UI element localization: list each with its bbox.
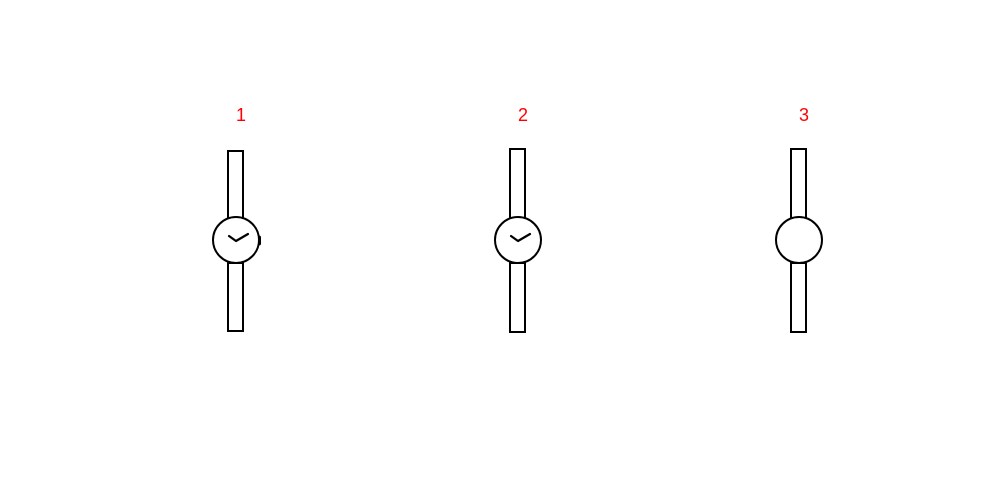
upper-strap <box>227 150 244 219</box>
watch-hands-icon <box>227 232 250 243</box>
watch-2: 2 <box>494 105 542 333</box>
watch-number-label: 1 <box>236 105 246 125</box>
watch-1: 1 <box>212 105 261 332</box>
watch-hands-icon <box>509 232 532 243</box>
watch-face <box>775 216 823 264</box>
lower-strap <box>227 262 244 332</box>
watch-3: 3 <box>775 105 823 333</box>
lower-strap <box>790 262 807 333</box>
watch-number-label: 2 <box>518 105 528 125</box>
lower-strap <box>509 262 526 333</box>
watch-number-label: 3 <box>799 105 809 125</box>
upper-strap <box>790 148 807 219</box>
upper-strap <box>509 148 526 219</box>
